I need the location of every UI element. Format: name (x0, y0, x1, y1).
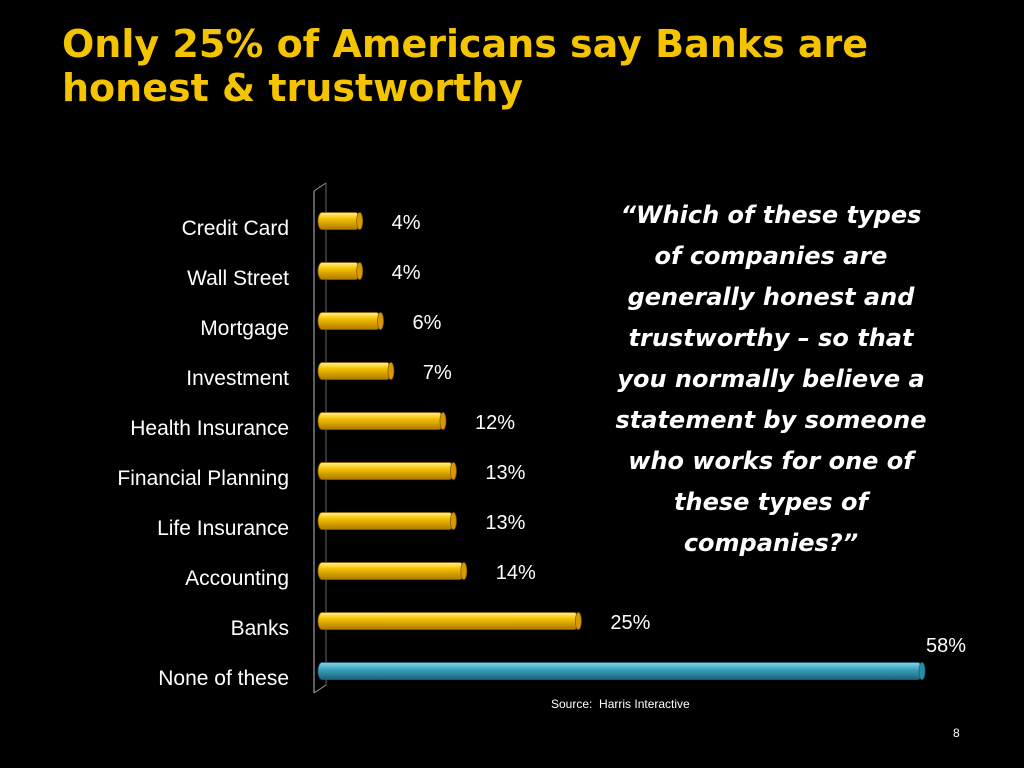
bar-cap (377, 312, 384, 330)
question-line: who works for one of (628, 447, 914, 475)
category-label: None of these (158, 667, 289, 690)
question-line: you normally believe a (617, 365, 925, 393)
question-line: generally honest and (627, 283, 915, 311)
category-label: Life Insurance (157, 517, 289, 540)
bar (317, 312, 381, 330)
value-label: 7% (423, 362, 452, 384)
bar-cap (574, 612, 582, 630)
question-line: companies?” (683, 529, 859, 557)
question-line: statement by someone (615, 406, 927, 434)
title-line: honest & trustworthy (62, 66, 524, 110)
value-label: 58% (926, 635, 966, 657)
value-label: 13% (485, 462, 525, 484)
value-label: 4% (392, 212, 421, 234)
value-label: 25% (610, 612, 650, 634)
bar-cap (460, 562, 468, 580)
value-label: 13% (485, 512, 525, 534)
title-line: Only 25% of Americans say Banks are (62, 22, 869, 66)
bar-cap (449, 462, 457, 480)
axis-line (313, 684, 327, 694)
value-label: 4% (392, 262, 421, 284)
bar (317, 562, 465, 580)
category-label: Accounting (185, 567, 289, 590)
question-line: these types of (674, 488, 868, 516)
value-label: 12% (475, 412, 515, 434)
question-line: of companies are (654, 242, 888, 270)
category-label: Mortgage (200, 317, 289, 340)
bar (317, 412, 444, 430)
bar (317, 612, 579, 630)
bar-cap (356, 262, 364, 280)
category-label: Health Insurance (130, 417, 289, 440)
bar-cap (387, 362, 395, 380)
category-label: Credit Card (182, 217, 289, 240)
bar (317, 212, 361, 230)
value-label: 14% (496, 562, 536, 584)
bar-cap (449, 512, 457, 530)
category-label: Financial Planning (117, 467, 289, 490)
bar (317, 512, 454, 530)
category-label: Investment (186, 367, 289, 390)
value-label: 6% (412, 312, 441, 334)
question-line: trustworthy – so that (628, 324, 914, 352)
bar-cap (439, 412, 447, 430)
bar-cap (356, 212, 364, 230)
page-number: 8 (953, 726, 960, 740)
source-note: Source: Harris Interactive (551, 697, 690, 711)
category-label: Banks (231, 617, 289, 640)
survey-question: “Which of these types of companies are g… (596, 195, 946, 564)
slide-title: Only 25% of Americans say Banks are hone… (62, 22, 962, 110)
bar (317, 662, 923, 680)
question-line: “Which of these types (620, 201, 922, 229)
axis-line (313, 182, 327, 192)
category-label: Wall Street (187, 267, 289, 290)
bar-cap (918, 662, 926, 680)
bar (317, 262, 361, 280)
bar (317, 462, 454, 480)
bar (317, 362, 392, 380)
